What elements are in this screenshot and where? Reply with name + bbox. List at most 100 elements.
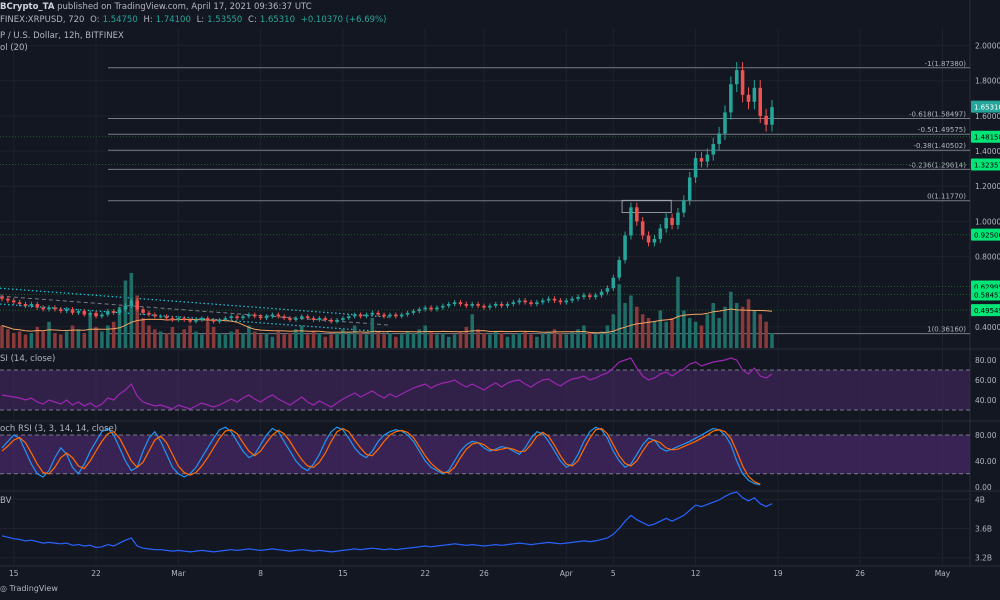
candle-body [53,307,57,310]
volume-bar [529,334,533,348]
volume-bar [0,325,4,348]
price-badge [971,100,1000,113]
fib-level-label: 0(1.11770) [927,193,966,201]
volume-bar [135,295,139,348]
volume-bar [53,333,57,348]
low-value: 1.53550 [207,15,243,25]
volume-bar [705,314,710,348]
ohlc-line: FINEX:XRPUSD, 720 O: 1.54750 H: 1.74100 L:… [0,15,389,25]
tradingview-logo[interactable]: ◎ TradingView [0,584,58,593]
volume-bar [658,310,663,348]
volume-bar [605,325,610,348]
volume-bar [6,329,10,348]
fib-level-label: -0.5(1.49575) [918,126,966,134]
volume-bar [305,334,310,348]
volume-bar [452,334,457,348]
volume-bar [734,303,739,348]
volume-bar [123,280,128,348]
rsi-tick-label: 40.00 [975,396,997,405]
candle-body [417,309,422,312]
fib-level-label: 1(0.36160) [927,326,966,334]
x-tick-label: 15 [9,569,19,578]
candle-body [670,217,674,225]
candle-body [129,300,134,306]
stoch-tick-label: 0.00 [975,483,992,492]
candle-body [347,316,351,319]
candle-body [687,177,692,201]
candle-body [552,298,557,301]
candle-body [682,200,686,213]
volume-bar [505,336,510,348]
volume-bar [746,299,751,348]
candle-body [564,300,569,303]
volume-bar [635,306,639,348]
volume-bar [141,318,145,348]
volume-bar [576,329,580,348]
price-badge [971,228,1000,241]
candle-body [623,235,627,261]
candle-body [770,107,774,125]
tradingview-brand: TradingView [9,584,58,593]
candle-body [458,302,463,305]
volume-bar [711,303,715,348]
candle-body [711,144,715,155]
y-tick-label: 1.60000 [975,112,1000,121]
volume-bar [335,333,339,348]
candle-body [699,158,704,162]
candle-body [176,318,181,320]
candle-body [611,277,616,289]
candle-body [376,312,380,315]
volume-bar [546,331,551,348]
volume-bar [670,318,674,348]
volume-bar [441,333,445,348]
candle-body [705,154,710,162]
volume-bar [488,334,492,348]
fib-level-label: -0.38(1.40502) [913,142,966,150]
candle-body [676,212,680,225]
candle-body [311,318,316,320]
x-tick-label: 26 [855,569,865,578]
volume-bar [88,314,92,348]
candle-body [358,314,363,317]
author-name[interactable]: BCrypto_TA [0,2,55,12]
volume-bar [652,321,657,348]
candle-body [35,304,40,308]
volume-bar [405,331,410,348]
candle-body [746,94,751,102]
volume-bar [740,306,745,348]
candle-body [752,87,757,102]
price-badge-label: 1.65310 [974,104,1000,112]
pair-title: P / U.S. Dollar, 12h, BITFINEX [0,31,124,41]
volume-bar [523,331,527,348]
volume-bar [252,331,257,348]
volume-bar [558,333,563,348]
x-tick-label: 5 [611,569,616,578]
candle-body [282,316,286,319]
volume-bar [723,306,727,348]
x-tick-label: 12 [691,569,701,578]
candle-body [341,318,345,320]
volume-bar [376,331,380,348]
candle-body [47,307,51,310]
candle-body [764,115,768,125]
volume-bar [676,276,680,348]
candle-body [70,309,75,313]
candle-body [488,305,492,308]
stoch-band [0,434,970,474]
candle-body [364,314,369,317]
volume-bar [82,333,87,348]
volume-ma-line [1,308,773,334]
volume-bar [129,273,134,348]
volume-bar [200,334,204,348]
volume-bar [264,333,269,348]
obv-line [1,491,773,553]
candle-body [505,304,510,306]
volume-bar [411,333,416,348]
obv-tick-label: 3.6B [975,525,992,534]
candle-body [76,311,81,313]
volume-bar [347,331,351,348]
volume-bar [364,334,369,348]
candle-body [305,316,310,319]
